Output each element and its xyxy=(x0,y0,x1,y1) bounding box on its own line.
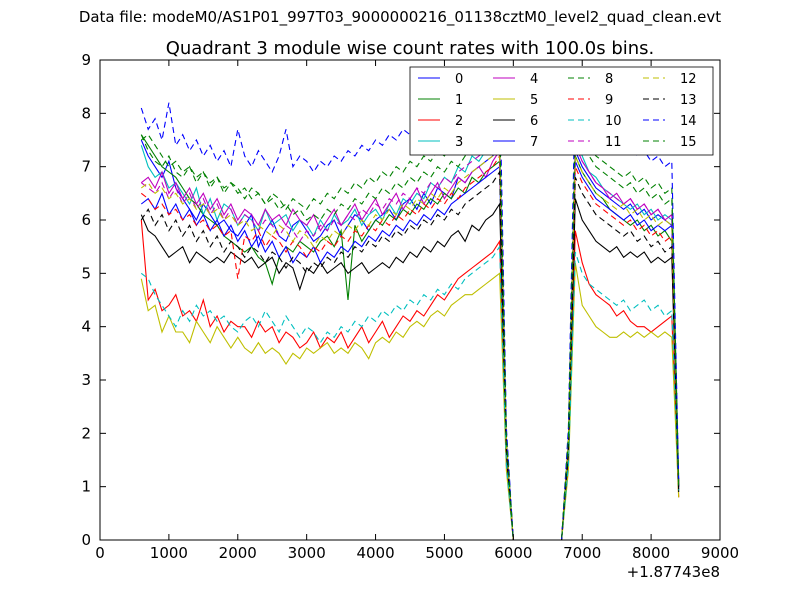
y-tick-label: 7 xyxy=(81,158,91,176)
legend-label-2: 2 xyxy=(455,114,463,129)
legend-box xyxy=(409,66,714,156)
legend-label-7: 7 xyxy=(530,135,538,150)
series-line-10 xyxy=(140,244,680,540)
x-axis: 0 1000 2000 3000 4000 5000 6000 7000 8000 9000 xyxy=(95,60,739,562)
series-line-15 xyxy=(140,122,680,540)
y-tick-label: 6 xyxy=(81,211,91,229)
legend-label-4: 4 xyxy=(530,72,538,87)
legend-label-3: 3 xyxy=(455,135,463,150)
y-tick-label: 1 xyxy=(81,478,91,496)
legend-label-1: 1 xyxy=(455,93,463,108)
series-line-5 xyxy=(140,262,680,540)
legend-label-0: 0 xyxy=(455,72,463,87)
y-tick-label: 8 xyxy=(81,104,91,122)
legend-label-15: 15 xyxy=(680,135,697,150)
series-line-11 xyxy=(140,132,680,540)
figure-suptitle: Data file: modeM0/AS1P01_997T03_90000002… xyxy=(78,8,722,26)
x-tick-label: 6000 xyxy=(494,544,532,562)
chart-title: Quadrant 3 module wise count rates with … xyxy=(166,38,655,59)
x-tick-label: 5000 xyxy=(425,544,463,562)
series-lines xyxy=(140,74,680,540)
y-tick-label: 0 xyxy=(81,531,91,549)
x-tick-label: 2000 xyxy=(219,544,257,562)
y-tick-label: 9 xyxy=(81,51,91,69)
series-line-6 xyxy=(140,198,680,540)
x-tick-label: 8000 xyxy=(632,544,670,562)
x-tick-label: 3000 xyxy=(288,544,326,562)
x-tick-label: 0 xyxy=(95,544,105,562)
x-tick-label: 4000 xyxy=(356,544,394,562)
legend-label-10: 10 xyxy=(605,114,622,129)
y-tick-label: 4 xyxy=(81,318,91,336)
x-tick-label: 9000 xyxy=(701,544,739,562)
series-line-13 xyxy=(140,170,680,540)
legend-label-6: 6 xyxy=(530,114,538,129)
legend-label-5: 5 xyxy=(530,93,538,108)
y-tick-label: 2 xyxy=(81,424,91,442)
y-tick-label: 3 xyxy=(81,371,91,389)
legend-label-12: 12 xyxy=(680,72,697,87)
x-tick-label: 7000 xyxy=(563,544,601,562)
x-offset-label: +1.87743e8 xyxy=(627,563,720,581)
legend-label-8: 8 xyxy=(605,72,613,87)
series-line-7 xyxy=(140,161,680,540)
legend-label-11: 11 xyxy=(605,135,622,150)
legend-label-9: 9 xyxy=(605,93,613,108)
plot-frame xyxy=(99,59,721,541)
x-tick-label: 1000 xyxy=(150,544,188,562)
legend-label-13: 13 xyxy=(680,93,697,108)
series-line-12 xyxy=(140,149,680,540)
legend-label-14: 14 xyxy=(680,114,697,129)
series-line-2 xyxy=(140,219,680,540)
y-tick-label: 5 xyxy=(81,264,91,282)
